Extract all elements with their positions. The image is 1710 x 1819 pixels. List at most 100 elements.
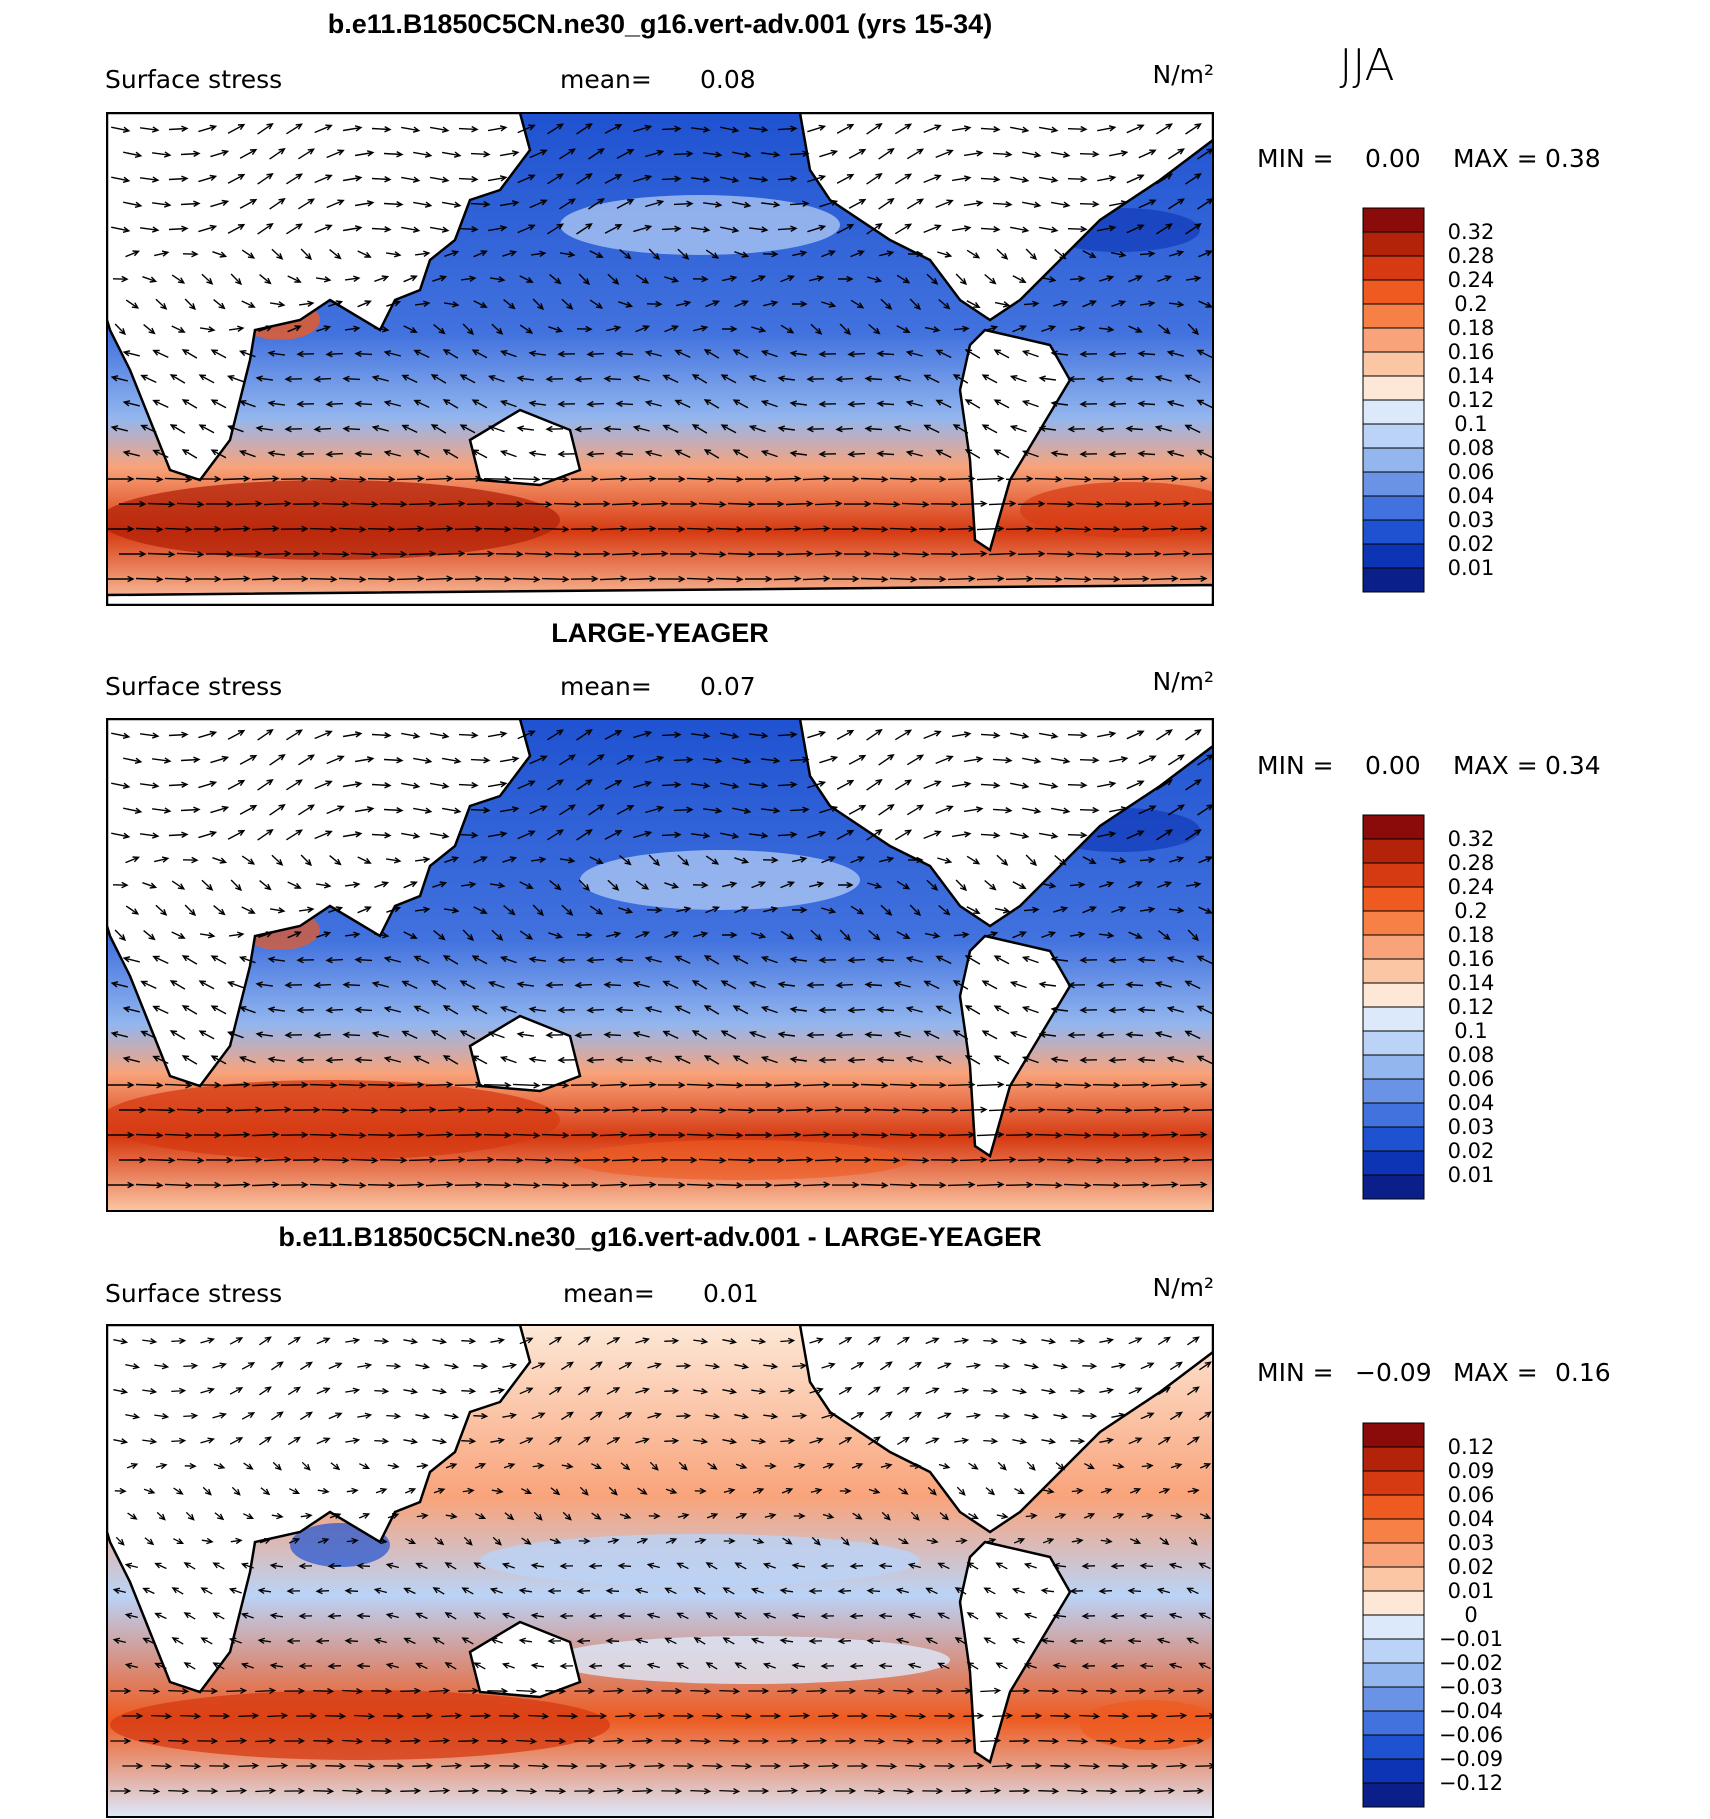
wind-vector: [462, 323, 475, 336]
wind-vector: [764, 1462, 777, 1470]
wind-vector: [810, 929, 823, 941]
wind-vector: [646, 1612, 660, 1619]
wind-vector: [299, 1361, 313, 1371]
wind-vector: [615, 400, 634, 408]
wind-vector: [474, 1463, 487, 1469]
wind-vector: [152, 151, 172, 158]
panel-3-south-pacific-band: [550, 1636, 950, 1684]
wind-vector: [607, 1537, 620, 1545]
wind-vector: [831, 475, 860, 483]
wind-vector: [782, 1537, 793, 1545]
wind-vector: [1168, 148, 1185, 160]
wind-vector: [142, 276, 158, 283]
wind-vector: [111, 126, 131, 133]
wind-vector: [139, 1788, 161, 1795]
wind-vector: [243, 1462, 254, 1470]
wind-vector: [385, 857, 402, 864]
wind-vector: [1038, 176, 1059, 183]
wind-vector: [1168, 754, 1185, 766]
wind-vector: [777, 731, 798, 739]
wind-vector: [238, 400, 256, 408]
wind-vector: [286, 829, 303, 841]
wind-vector: [286, 173, 303, 185]
wind-vector: [1187, 1487, 1200, 1495]
wind-vector: [122, 1056, 140, 1063]
wind-vector: [243, 1513, 255, 1519]
wind-vector: [1012, 275, 1027, 284]
wind-vector: [720, 980, 737, 990]
wind-vector: [734, 251, 750, 258]
wind-vector: [1092, 1131, 1121, 1139]
wind-vector: [818, 350, 837, 358]
wind-vector: [548, 1336, 562, 1346]
wind-vector: [745, 1181, 773, 1189]
wind-vector: [519, 275, 534, 283]
panel-2-title: LARGE-YEAGER: [551, 618, 769, 648]
colorbar-tick-label: 0.16: [1448, 947, 1495, 971]
wind-vector: [762, 250, 779, 258]
wind-vector: [553, 1106, 582, 1114]
wind-vector: [458, 781, 479, 789]
wind-vector: [260, 1487, 271, 1496]
wind-vector: [257, 778, 274, 791]
wind-vector: [473, 1362, 489, 1370]
wind-vector: [1179, 1131, 1208, 1139]
wind-vector: [835, 1737, 857, 1745]
wind-vector: [1081, 1562, 1096, 1570]
wind-vector: [1012, 1388, 1028, 1395]
wind-vector: [371, 375, 389, 382]
wind-vector: [518, 1587, 532, 1595]
wind-vector: [557, 450, 576, 458]
colorbar-box: [1362, 495, 1425, 521]
wind-vector: [490, 1387, 506, 1394]
wind-vector: [789, 400, 807, 407]
wind-vector: [1079, 200, 1100, 208]
wind-vector: [901, 501, 930, 508]
wind-vector: [686, 476, 715, 483]
wind-vector: [415, 1562, 428, 1570]
wind-vector: [866, 828, 883, 841]
wind-vector: [1156, 779, 1173, 791]
wind-vector: [210, 449, 227, 459]
wind-vector: [868, 1336, 881, 1346]
wind-vector: [1012, 1338, 1028, 1345]
wind-vector: [309, 1131, 338, 1139]
wind-vector: [727, 1157, 756, 1164]
wind-vector: [212, 1662, 225, 1670]
wind-vector: [1005, 1081, 1034, 1089]
colorbar-box: [1362, 1030, 1425, 1056]
wind-vector: [176, 1107, 205, 1114]
wind-vector: [385, 251, 402, 258]
wind-vector: [847, 350, 866, 358]
wind-vector: [807, 730, 827, 739]
wind-vector: [374, 1387, 390, 1395]
wind-vector: [789, 1762, 811, 1769]
wind-vector: [908, 856, 924, 864]
wind-vector: [299, 1411, 313, 1421]
wind-vector: [645, 149, 665, 158]
wind-vector: [373, 1587, 387, 1594]
wind-vector: [284, 1031, 303, 1039]
wind-vector: [415, 1612, 428, 1620]
wind-vector: [674, 449, 691, 459]
wind-vector: [819, 199, 839, 208]
wind-vector: [644, 350, 662, 357]
wind-vector: [210, 149, 230, 158]
wind-vector: [705, 1413, 721, 1420]
wind-vector: [1021, 1006, 1039, 1014]
wind-vector: [955, 879, 968, 892]
wind-vector: [811, 1536, 821, 1546]
wind-vector: [1092, 575, 1121, 583]
wind-vector: [1038, 782, 1059, 789]
wind-vector: [315, 1637, 330, 1645]
wind-vector: [780, 1387, 796, 1395]
wind-vector: [1054, 1512, 1067, 1519]
wind-vector: [367, 575, 396, 583]
wind-vector: [210, 805, 230, 814]
wind-vector: [603, 981, 622, 989]
wind-vector: [872, 1157, 901, 1164]
wind-vector: [541, 475, 570, 483]
wind-vector: [222, 1081, 251, 1088]
wind-vector: [866, 122, 883, 135]
wind-vector: [1157, 881, 1173, 889]
